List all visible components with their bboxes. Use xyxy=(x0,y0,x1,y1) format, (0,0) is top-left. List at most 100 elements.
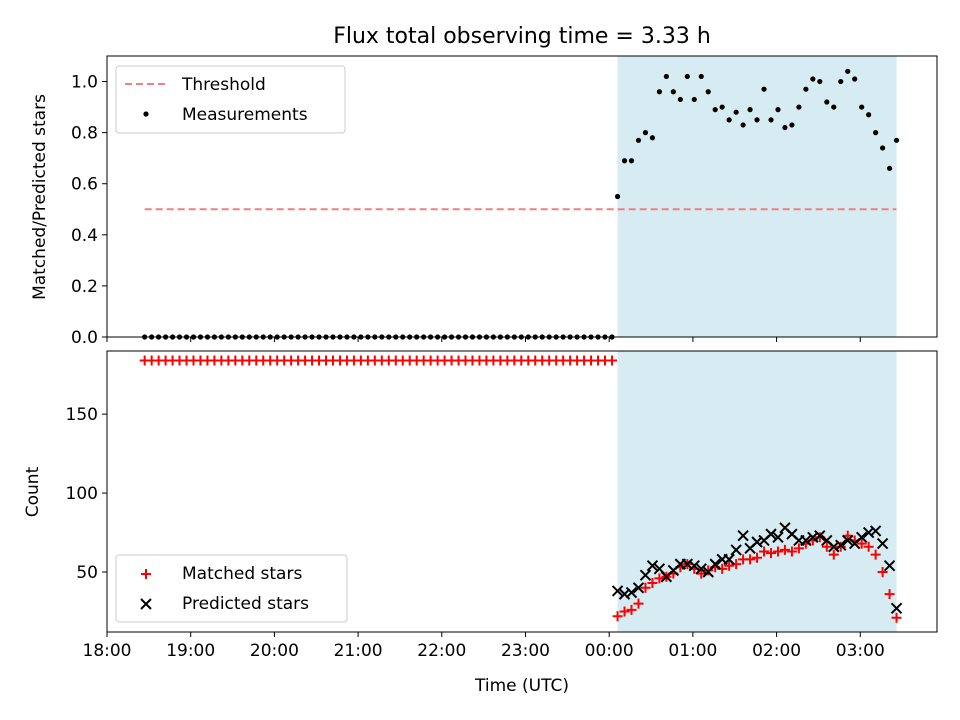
matched-stars-constant-points xyxy=(139,355,617,366)
legend-measurements-swatch xyxy=(143,111,149,117)
measurement-point xyxy=(698,73,704,80)
matched-star-point xyxy=(884,589,895,600)
bottom-y-tick-label: 50 xyxy=(76,563,98,583)
bottom-panel: 50 100 150 18:00 19:00 20:00 21:00 22:00 23:00 0… xyxy=(23,350,938,696)
measurement-point xyxy=(838,78,844,85)
bottom-x-tick-label: 21:00 xyxy=(334,641,383,661)
measurement-point xyxy=(831,104,837,110)
measurement-points xyxy=(614,68,900,200)
predicted-star-point xyxy=(772,531,784,543)
measurement-point xyxy=(621,158,628,164)
measurement-point xyxy=(761,86,767,92)
legend-matched-swatch xyxy=(141,569,151,579)
predicted-star-point xyxy=(646,559,659,572)
legend-matched-label: Matched stars xyxy=(182,564,302,584)
measurement-point xyxy=(614,193,621,200)
legend-matched-marker xyxy=(141,569,151,579)
bottom-legend-box xyxy=(115,554,348,623)
predicted-star-point xyxy=(625,586,638,599)
bottom-x-tick-label: 23:00 xyxy=(501,641,550,661)
matched-star-point xyxy=(828,549,839,560)
measurement-point xyxy=(705,89,711,95)
measurement-point xyxy=(656,89,663,95)
bottom-y-tick-label: 100 xyxy=(66,484,98,504)
predicted-star-point xyxy=(814,529,826,542)
measurement-point xyxy=(859,104,865,110)
legend-predicted-swatch xyxy=(140,598,152,610)
measurement-point xyxy=(845,68,851,74)
top-y-tick-label: 0.6 xyxy=(71,175,98,195)
top-x-tick-marks xyxy=(106,337,861,342)
measurement-point xyxy=(691,96,697,103)
measurement-point xyxy=(747,107,753,113)
matched-star-point xyxy=(821,541,832,552)
bottom-y-axis-label: Count xyxy=(23,466,43,517)
bottom-x-tick-label: 22:00 xyxy=(417,641,466,661)
bottom-x-tick-label: 18:00 xyxy=(83,641,132,661)
measurement-point xyxy=(754,117,760,123)
matched-star-point xyxy=(745,554,756,565)
top-y-tick-label: 0.4 xyxy=(71,226,98,246)
legend-predicted-marker xyxy=(140,598,152,610)
predicted-star-point xyxy=(765,528,777,540)
measurement-point xyxy=(649,135,656,141)
measurement-point xyxy=(796,104,802,110)
measurement-point xyxy=(879,145,886,151)
predicted-star-point xyxy=(869,525,882,537)
predicted-star-point xyxy=(639,569,652,581)
matched-star-point xyxy=(856,538,867,549)
measurement-point xyxy=(782,124,788,131)
predicted-star-point xyxy=(611,585,624,597)
predicted-star-point xyxy=(730,544,742,556)
measurement-point xyxy=(712,107,718,113)
measurement-point xyxy=(866,112,872,118)
measurement-point xyxy=(768,117,774,123)
bottom-x-tick-label: 03:00 xyxy=(836,641,885,661)
matched-star-point xyxy=(640,582,651,593)
measurement-point xyxy=(824,99,830,105)
matched-star-point xyxy=(626,604,637,615)
predicted-star-point xyxy=(890,602,903,615)
bottom-legend: Matched stars Predicted stars xyxy=(115,554,348,623)
predicted-star-point xyxy=(632,582,645,594)
predicted-star-point xyxy=(723,553,735,566)
matched-star-point xyxy=(779,544,790,555)
top-y-tick-label: 0.8 xyxy=(71,124,98,144)
matched-star-point xyxy=(877,567,888,578)
top-axes-frame xyxy=(106,55,938,338)
matched-star-point xyxy=(633,598,644,609)
measurement-point xyxy=(886,165,893,171)
matched-star-point xyxy=(703,565,714,576)
measurement-point xyxy=(726,117,732,123)
matched-star-point xyxy=(612,611,623,622)
measurement-point xyxy=(817,78,823,85)
top-chart-title: Flux total observing time = 3.33 h xyxy=(333,24,711,49)
measurement-point xyxy=(740,122,746,128)
matched-star-point xyxy=(606,355,617,366)
measurement-point xyxy=(873,130,879,136)
matched-star-point xyxy=(752,552,763,563)
legend-measurements-label: Measurements xyxy=(182,105,308,125)
bottom-y-ticks: 50 100 150 xyxy=(66,405,107,583)
measurement-point xyxy=(642,130,649,136)
predicted-stars-points xyxy=(611,522,903,615)
matched-star-point xyxy=(870,549,881,560)
top-legend-box xyxy=(115,65,346,134)
measurement-point xyxy=(628,158,635,164)
bottom-x-tick-label: 01:00 xyxy=(668,641,717,661)
measurement-point xyxy=(810,76,816,82)
measurement-point xyxy=(663,73,669,80)
matched-star-point xyxy=(835,541,846,552)
bottom-shaded-span xyxy=(617,351,897,632)
predicted-star-point xyxy=(688,559,700,572)
predicted-star-point xyxy=(800,534,812,547)
measurement-point xyxy=(789,122,795,128)
bottom-y-tick-label: 150 xyxy=(66,405,98,425)
top-y-tick-label: 1.0 xyxy=(71,73,98,93)
top-panel: 0.0 0.2 0.4 0.6 0.8 1.0 Flux total observing … xyxy=(30,24,938,348)
bottom-x-ticks: 18:00 19:00 20:00 21:00 22:00 23:00 00:00 01:00… xyxy=(83,632,885,661)
top-y-axis-label: Matched/Predicted stars xyxy=(30,94,50,300)
matched-star-point xyxy=(786,546,797,557)
predicted-star-point xyxy=(883,559,896,572)
legend-threshold-label: Threshold xyxy=(181,75,266,95)
